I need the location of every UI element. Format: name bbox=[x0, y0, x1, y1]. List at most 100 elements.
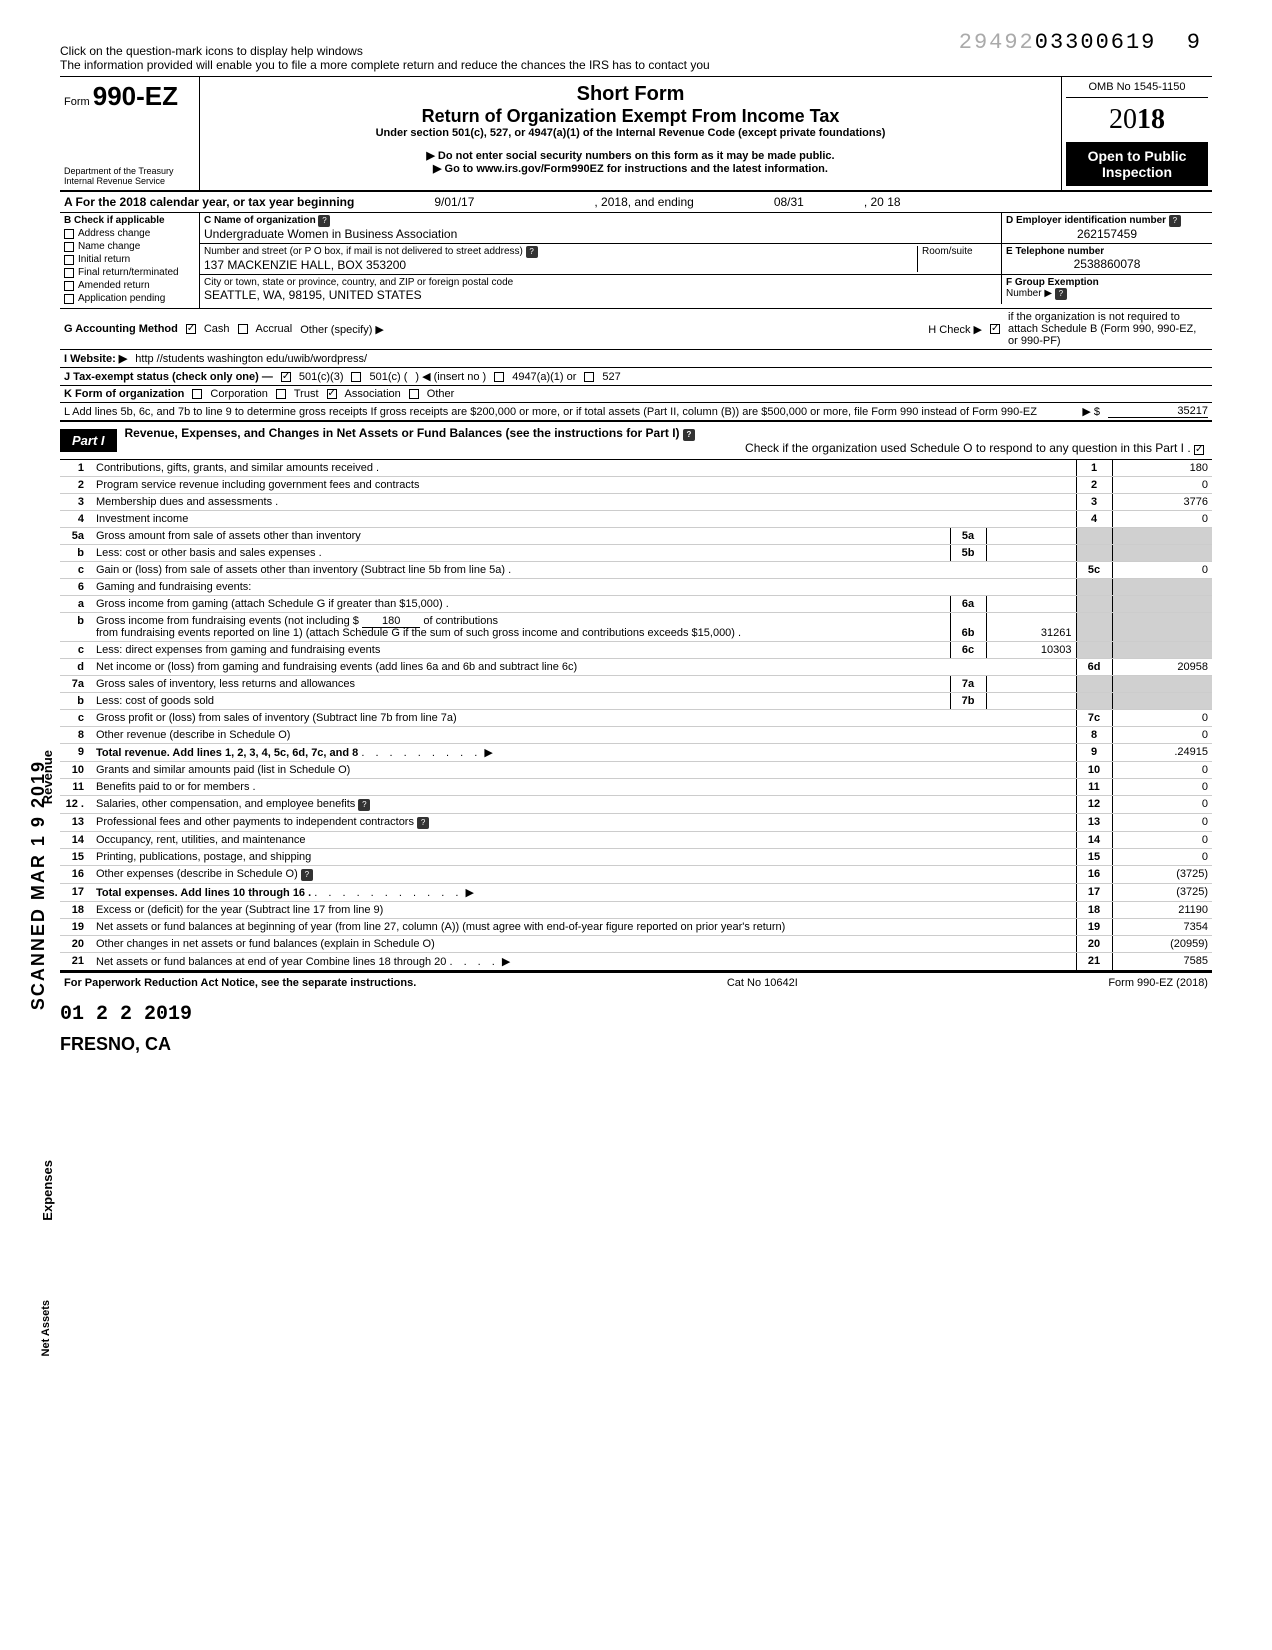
stamp-location: FRESNO, CA bbox=[60, 1034, 1212, 1055]
chk-trust[interactable] bbox=[276, 389, 286, 399]
line-rv: 7585 bbox=[1112, 953, 1212, 972]
title-sub: Under section 501(c), 527, or 4947(a)(1)… bbox=[208, 127, 1053, 139]
line-19: 19 Net assets or fund balances at beginn… bbox=[60, 919, 1212, 936]
checkbox-icon[interactable] bbox=[64, 294, 74, 304]
help-icon[interactable]: ? bbox=[1169, 215, 1181, 227]
row-a-yr: 18 bbox=[887, 195, 900, 209]
line-5a: 5a Gross amount from sale of assets othe… bbox=[60, 528, 1212, 545]
line-rn: 11 bbox=[1076, 779, 1112, 796]
line-desc: Membership dues and assessments . bbox=[92, 494, 1076, 511]
chk-label: Application pending bbox=[78, 293, 165, 304]
city-label: City or town, state or province, country… bbox=[204, 277, 997, 288]
line-num: b bbox=[60, 613, 92, 642]
cell-address: Number and street (or P O box, if mail i… bbox=[200, 244, 1002, 274]
line-num: 7a bbox=[60, 676, 92, 693]
chk-address-change[interactable]: Address change bbox=[64, 228, 195, 239]
row-l-gross-receipts: L Add lines 5b, 6c, and 7b to line 9 to … bbox=[60, 403, 1212, 422]
cell-e-phone: E Telephone number 2538860078 bbox=[1002, 244, 1212, 274]
chk-cash[interactable] bbox=[186, 324, 196, 334]
shaded-cell bbox=[1112, 596, 1212, 613]
line-num: c bbox=[60, 710, 92, 727]
line-desc: Less: direct expenses from gaming and fu… bbox=[92, 642, 950, 659]
help-icon[interactable]: ? bbox=[318, 215, 330, 227]
line-6: 6 Gaming and fundraising events: bbox=[60, 579, 1212, 596]
line-desc: Other revenue (describe in Schedule O) bbox=[92, 727, 1076, 744]
line-mv: 31261 bbox=[986, 613, 1076, 642]
line-num: 1 bbox=[60, 460, 92, 477]
row-a-label: A For the 2018 calendar year, or tax yea… bbox=[64, 195, 354, 209]
line-desc: Gross income from gaming (attach Schedul… bbox=[92, 596, 950, 613]
checkbox-icon[interactable] bbox=[64, 281, 74, 291]
line-rn: 1 bbox=[1076, 460, 1112, 477]
line-11: 11 Benefits paid to or for members . 11 … bbox=[60, 779, 1212, 796]
chk-final-return[interactable]: Final return/terminated bbox=[64, 267, 195, 278]
chk-label: Initial return bbox=[78, 254, 130, 265]
chk-other[interactable] bbox=[409, 389, 419, 399]
shaded-cell bbox=[1112, 693, 1212, 710]
line-desc: Gain or (loss) from sale of assets other… bbox=[92, 562, 1076, 579]
part-1-label: Part I bbox=[60, 429, 117, 452]
checkbox-icon[interactable] bbox=[64, 242, 74, 252]
chk-501c[interactable] bbox=[351, 372, 361, 382]
line-rn: 3 bbox=[1076, 494, 1112, 511]
shaded-cell bbox=[1112, 545, 1212, 562]
line-rn: 8 bbox=[1076, 727, 1112, 744]
help-icon[interactable]: ? bbox=[358, 799, 370, 811]
f-label2: Number ▶ bbox=[1006, 288, 1052, 299]
line-mn: 6c bbox=[950, 642, 986, 659]
line-6b: b Gross income from fundraising events (… bbox=[60, 613, 1212, 642]
h-text2: if the organization is not required to a… bbox=[1008, 311, 1208, 347]
line-rv: 0 bbox=[1112, 511, 1212, 528]
stamp-date: 01 2 2 2019 bbox=[60, 1003, 1212, 1026]
part-1-header: Part I Revenue, Expenses, and Changes in… bbox=[60, 422, 1212, 460]
line-1: 1 Contributions, gifts, grants, and simi… bbox=[60, 460, 1212, 477]
line-6d: d Net income or (loss) from gaming and f… bbox=[60, 659, 1212, 676]
row-a-suffix: , 20 bbox=[864, 195, 884, 209]
line-rv: 0 bbox=[1112, 796, 1212, 814]
line-rn: 16 bbox=[1076, 866, 1112, 884]
chk-application-pending[interactable]: Application pending bbox=[64, 293, 195, 304]
chk-corp[interactable] bbox=[192, 389, 202, 399]
line-num: 13 bbox=[60, 814, 92, 832]
line-desc: Gross income from fundraising events (no… bbox=[92, 613, 950, 642]
chk-schedule-o[interactable] bbox=[1194, 445, 1204, 455]
chk-4947[interactable] bbox=[494, 372, 504, 382]
chk-name-change[interactable]: Name change bbox=[64, 241, 195, 252]
shaded-cell bbox=[1076, 642, 1112, 659]
line-rn: 10 bbox=[1076, 762, 1112, 779]
chk-initial-return[interactable]: Initial return bbox=[64, 254, 195, 265]
help-icon[interactable]: ? bbox=[683, 429, 695, 441]
checkbox-icon[interactable] bbox=[64, 255, 74, 265]
line-6b-d1: Gross income from fundraising events (no… bbox=[96, 615, 359, 627]
checkbox-icon[interactable] bbox=[64, 229, 74, 239]
c-label: C Name of organization bbox=[204, 215, 316, 226]
phone-value: 2538860078 bbox=[1006, 257, 1208, 271]
line-desc: Net income or (loss) from gaming and fun… bbox=[92, 659, 1076, 676]
chk-schedule-b[interactable] bbox=[990, 324, 1000, 334]
j-o2b: ) ◀ (insert no ) bbox=[415, 370, 486, 383]
line-rn: 4 bbox=[1076, 511, 1112, 528]
line-num: a bbox=[60, 596, 92, 613]
g-cash: Cash bbox=[204, 323, 230, 335]
chk-501c3[interactable] bbox=[281, 372, 291, 382]
help-icon[interactable]: ? bbox=[301, 869, 313, 881]
shaded-cell bbox=[1076, 613, 1112, 642]
checkbox-icon[interactable] bbox=[64, 268, 74, 278]
form-number: Form 990-EZ bbox=[64, 81, 195, 112]
chk-accrual[interactable] bbox=[238, 324, 248, 334]
chk-amended-return[interactable]: Amended return bbox=[64, 280, 195, 291]
line-rn: 12 bbox=[1076, 796, 1112, 814]
chk-527[interactable] bbox=[584, 372, 594, 382]
doc-number-suffix: 9 bbox=[1187, 30, 1202, 55]
line-desc: Net assets or fund balances at beginning… bbox=[92, 919, 1076, 936]
help-icon[interactable]: ? bbox=[417, 817, 429, 829]
help-icon[interactable]: ? bbox=[1055, 288, 1067, 300]
help-icon[interactable]: ? bbox=[526, 246, 538, 258]
chk-association[interactable] bbox=[327, 389, 337, 399]
shaded-cell bbox=[1076, 579, 1112, 596]
line-num: c bbox=[60, 642, 92, 659]
note-1: ▶ Do not enter social security numbers o… bbox=[426, 150, 834, 162]
side-label-expenses: Expenses bbox=[40, 1160, 55, 1221]
line-rv: 180 bbox=[1112, 460, 1212, 477]
line-rn: 13 bbox=[1076, 814, 1112, 832]
